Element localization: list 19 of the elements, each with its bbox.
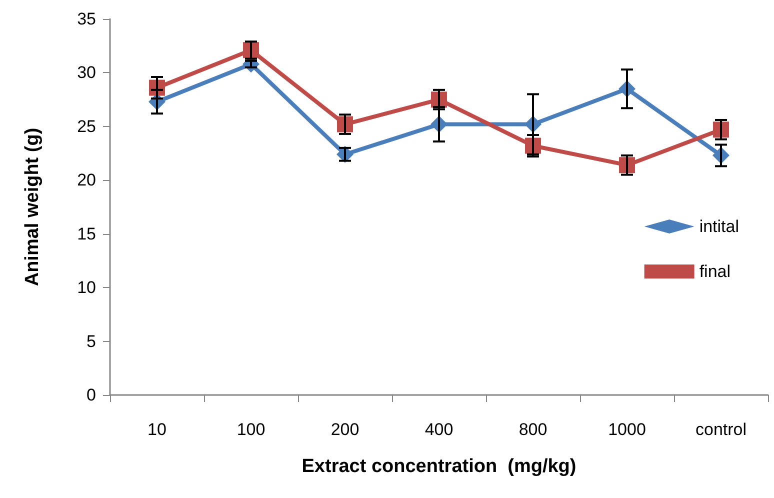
y-tick-label: 5 — [86, 332, 96, 351]
x-tick-label: 200 — [330, 420, 360, 439]
legend-label: final — [699, 262, 730, 281]
x-axis-title: Extract concentration (mg/kg) — [302, 456, 576, 477]
y-tick-label: 0 — [86, 386, 96, 404]
y-tick-label: 20 — [77, 170, 96, 190]
x-tick-label: 10 — [148, 420, 166, 439]
y-tick-label: 15 — [77, 224, 96, 244]
y-tick-label: 30 — [77, 63, 96, 82]
y-axis-title: Animal weight (g) — [22, 128, 43, 286]
legend-label: intital — [699, 217, 739, 236]
x-tick-label: 800 — [518, 420, 548, 439]
y-tick-label: 10 — [77, 278, 96, 298]
y-tick-label: 25 — [77, 116, 96, 136]
y-tick-label: 35 — [77, 10, 96, 28]
x-tick-label: 400 — [424, 420, 454, 439]
x-tick-label: control — [695, 420, 747, 439]
x-tick-label: 1000 — [608, 420, 646, 439]
x-tick-label: 100 — [236, 420, 266, 439]
